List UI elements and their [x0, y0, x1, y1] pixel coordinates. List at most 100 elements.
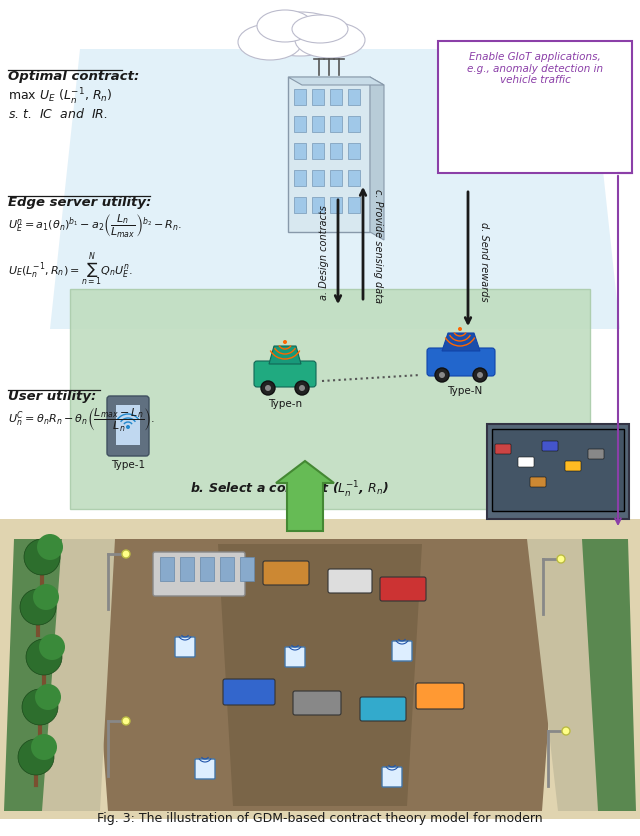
- FancyBboxPatch shape: [180, 558, 194, 581]
- Circle shape: [473, 369, 487, 383]
- FancyBboxPatch shape: [312, 90, 324, 106]
- Text: a. Design contracts: a. Design contracts: [319, 206, 329, 300]
- Ellipse shape: [238, 25, 302, 61]
- FancyBboxPatch shape: [330, 90, 342, 106]
- Polygon shape: [28, 539, 115, 811]
- FancyBboxPatch shape: [565, 461, 581, 472]
- FancyBboxPatch shape: [348, 144, 360, 160]
- Polygon shape: [269, 347, 301, 364]
- Ellipse shape: [295, 23, 365, 59]
- Polygon shape: [50, 50, 620, 329]
- Circle shape: [562, 727, 570, 735]
- FancyBboxPatch shape: [293, 691, 341, 715]
- Text: $U_E^n = a_1(\theta_n)^{b_1}-a_2\left(\dfrac{L_n}{L_{max}}\right)^{b_2}-R_n.$: $U_E^n = a_1(\theta_n)^{b_1}-a_2\left(\d…: [8, 212, 182, 240]
- FancyBboxPatch shape: [294, 90, 306, 106]
- Circle shape: [435, 369, 449, 383]
- FancyBboxPatch shape: [175, 637, 195, 657]
- FancyBboxPatch shape: [312, 171, 324, 186]
- Text: c. Provide sensing data: c. Provide sensing data: [373, 189, 383, 303]
- Circle shape: [22, 689, 58, 725]
- FancyBboxPatch shape: [328, 569, 372, 594]
- Text: d. Send rewards: d. Send rewards: [479, 222, 489, 302]
- FancyBboxPatch shape: [348, 90, 360, 106]
- Polygon shape: [370, 78, 384, 241]
- Text: max $U_E$ ($L_n^{-1}$, $R_n$): max $U_E$ ($L_n^{-1}$, $R_n$): [8, 87, 113, 107]
- FancyBboxPatch shape: [330, 171, 342, 186]
- FancyBboxPatch shape: [330, 117, 342, 133]
- Polygon shape: [218, 544, 422, 806]
- Polygon shape: [527, 539, 618, 811]
- FancyBboxPatch shape: [380, 578, 426, 601]
- Circle shape: [39, 635, 65, 660]
- FancyBboxPatch shape: [530, 477, 546, 487]
- FancyBboxPatch shape: [348, 117, 360, 133]
- Circle shape: [283, 340, 287, 344]
- Polygon shape: [582, 539, 636, 811]
- Circle shape: [261, 381, 275, 395]
- FancyBboxPatch shape: [153, 553, 245, 596]
- Polygon shape: [288, 78, 384, 86]
- Circle shape: [35, 684, 61, 710]
- Ellipse shape: [257, 11, 313, 43]
- FancyBboxPatch shape: [223, 679, 275, 705]
- Text: User utility:: User utility:: [8, 390, 96, 402]
- FancyBboxPatch shape: [285, 647, 305, 667]
- FancyBboxPatch shape: [518, 457, 534, 467]
- FancyBboxPatch shape: [360, 697, 406, 721]
- FancyBboxPatch shape: [195, 759, 215, 779]
- FancyBboxPatch shape: [294, 144, 306, 160]
- Text: Enable GIoT applications,
e.g., anomaly detection in
vehicle traffic: Enable GIoT applications, e.g., anomaly …: [467, 52, 603, 85]
- Circle shape: [33, 584, 59, 610]
- FancyBboxPatch shape: [200, 558, 214, 581]
- Circle shape: [122, 550, 130, 558]
- Circle shape: [477, 373, 483, 379]
- Circle shape: [37, 534, 63, 560]
- FancyBboxPatch shape: [348, 198, 360, 214]
- Circle shape: [299, 385, 305, 391]
- FancyBboxPatch shape: [416, 683, 464, 709]
- FancyBboxPatch shape: [382, 767, 402, 787]
- FancyBboxPatch shape: [330, 144, 342, 160]
- Ellipse shape: [255, 13, 345, 57]
- FancyBboxPatch shape: [263, 561, 309, 585]
- FancyBboxPatch shape: [542, 441, 558, 451]
- FancyBboxPatch shape: [294, 198, 306, 214]
- Ellipse shape: [292, 16, 348, 44]
- Circle shape: [265, 385, 271, 391]
- FancyBboxPatch shape: [438, 42, 632, 174]
- FancyBboxPatch shape: [312, 117, 324, 133]
- Text: b. Select a contract ($L_n^{-1}$, $R_n$): b. Select a contract ($L_n^{-1}$, $R_n$): [191, 479, 390, 499]
- FancyBboxPatch shape: [160, 558, 174, 581]
- FancyBboxPatch shape: [240, 558, 254, 581]
- Text: Optimal contract:: Optimal contract:: [8, 70, 140, 83]
- Text: Edge server utility:: Edge server utility:: [8, 196, 151, 209]
- Circle shape: [18, 739, 54, 775]
- Polygon shape: [4, 539, 62, 811]
- Circle shape: [458, 328, 462, 332]
- Circle shape: [122, 717, 130, 725]
- FancyBboxPatch shape: [495, 445, 511, 455]
- FancyBboxPatch shape: [220, 558, 234, 581]
- Text: Type-N: Type-N: [447, 385, 483, 395]
- Text: Type-n: Type-n: [268, 399, 302, 409]
- FancyBboxPatch shape: [294, 171, 306, 186]
- FancyBboxPatch shape: [294, 117, 306, 133]
- FancyBboxPatch shape: [427, 349, 495, 376]
- Text: Fig. 3: The illustration of GDM-based contract theory model for modern: Fig. 3: The illustration of GDM-based co…: [97, 811, 543, 824]
- Circle shape: [24, 539, 60, 575]
- Circle shape: [295, 381, 309, 395]
- FancyBboxPatch shape: [107, 396, 149, 456]
- Circle shape: [557, 555, 565, 563]
- Text: Type-1: Type-1: [111, 460, 145, 470]
- FancyBboxPatch shape: [312, 144, 324, 160]
- Polygon shape: [70, 289, 590, 509]
- FancyBboxPatch shape: [348, 171, 360, 186]
- Polygon shape: [442, 334, 480, 352]
- FancyBboxPatch shape: [288, 78, 370, 232]
- Text: $U_n^C=\theta_nR_n-\theta_n\left(\dfrac{L_{max}-L_n}{L_n}\right).$: $U_n^C=\theta_nR_n-\theta_n\left(\dfrac{…: [8, 406, 156, 434]
- FancyBboxPatch shape: [492, 430, 624, 512]
- Circle shape: [439, 373, 445, 379]
- Circle shape: [20, 589, 56, 625]
- Circle shape: [126, 426, 130, 430]
- FancyArrow shape: [276, 461, 334, 532]
